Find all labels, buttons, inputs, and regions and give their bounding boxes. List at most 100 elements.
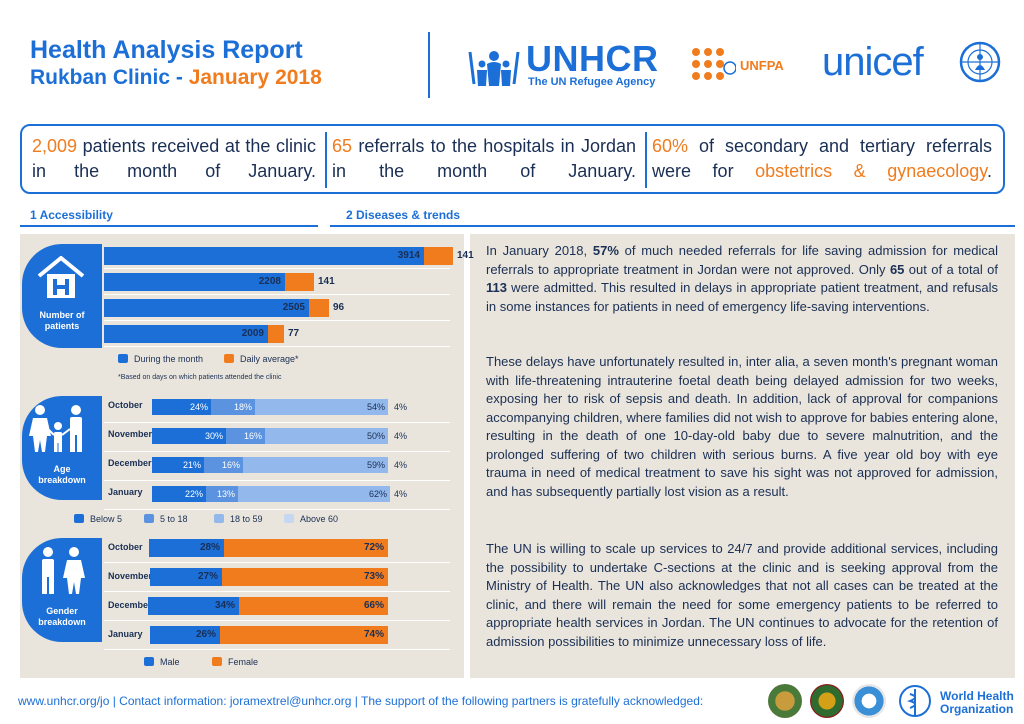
summary-obstetrics: 60% of secondary and tertiary referrals … [652, 134, 992, 184]
p1-part-e: out of a total of [904, 261, 998, 277]
who-line-1: World Health [940, 689, 1014, 703]
age-above-60-value: 4% [394, 431, 408, 441]
age-above-60-value: 4% [394, 460, 408, 470]
age-legend-item: 5 to 18 [144, 514, 188, 524]
age-row-divider [104, 480, 450, 481]
p1-part-c: of much needed referrals for life saving… [486, 243, 998, 277]
gender-tab-label: Gender breakdown [38, 606, 86, 627]
age-month-label: November [108, 429, 153, 439]
age-segment-below-5: 30% [152, 428, 226, 444]
p1-admitted: 65 [889, 261, 905, 277]
who-emblem-icon [899, 685, 931, 717]
age-row-divider [104, 451, 450, 452]
patients-during-bar [104, 325, 268, 343]
age-legend-swatch [284, 514, 294, 523]
unhcr-tagline: The UN Refugee Agency [528, 76, 656, 88]
age-segment-18-to-59: 59% [243, 457, 388, 473]
summary-referrals-value: 65 [332, 136, 353, 156]
summary-obstetrics-highlight: obstetrics & gynaecology [755, 161, 987, 181]
narrative-panel [470, 234, 1015, 678]
summary-divider-1 [325, 132, 327, 188]
patients-during-value: 2208 [258, 276, 281, 287]
age-legend-item: Below 5 [74, 514, 122, 524]
gender-female-segment: 72% [224, 539, 388, 557]
gender-male-segment: 27% [150, 568, 222, 586]
unfpa-dots-icon [692, 48, 736, 80]
gender-male-segment: 26% [150, 626, 220, 644]
hospital-icon [37, 256, 85, 298]
footer-contact: www.unhcr.org/jo | Contact information: … [18, 694, 704, 708]
summary-obstetrics-value: 60% [652, 136, 689, 156]
age-segment-5-to-18: 16% [204, 457, 243, 473]
legend-swatch-female [212, 657, 222, 666]
subtitle-clinic: Rukban Clinic - [30, 66, 189, 89]
jordan-emblem-logo-2 [810, 684, 844, 718]
age-legend-swatch [214, 514, 224, 523]
age-legend-swatch [144, 514, 154, 523]
age-segment-5-to-18: 16% [226, 428, 265, 444]
gender-month-label: November [108, 571, 153, 581]
age-tab-label: Age breakdown [38, 464, 86, 485]
gender-female-segment: 73% [222, 568, 388, 586]
age-legend-swatch [74, 514, 84, 523]
patients-during-value: 2009 [241, 328, 264, 339]
patients-during-value: 3914 [397, 250, 420, 261]
p1-percent: 57% [592, 243, 619, 258]
summary-obstetrics-end: . [986, 161, 992, 181]
age-above-60-value: 4% [394, 402, 408, 412]
report-title: Health Analysis Report [30, 36, 303, 64]
age-segment-below-5: 22% [152, 486, 206, 502]
legend-female-label: Female [228, 657, 259, 667]
patients-row-divider [104, 320, 450, 321]
age-legend-label: 18 to 59 [230, 514, 263, 524]
legend-during-label: During the month [134, 354, 204, 364]
section-accessibility-rule [20, 225, 318, 227]
age-above-60-value: 4% [394, 489, 408, 499]
family-icon [29, 405, 82, 452]
p1-part-a: In January 2018, [486, 243, 593, 258]
unhcr-brand: UNHCR [526, 38, 659, 79]
age-tab: Age breakdown [22, 396, 102, 500]
legend-swatch-orange [224, 354, 234, 363]
patients-footnote: *Based on days on which patients attende… [118, 374, 282, 381]
unhcr-logo: UNHCR The UN Refugee Agency [466, 38, 672, 96]
patients-row-divider [104, 268, 450, 269]
gender-month-label: December [108, 600, 152, 610]
age-legend-label: 5 to 18 [160, 514, 188, 524]
patients-row-divider [104, 294, 450, 295]
unhcr-family-icon [468, 51, 520, 86]
summary-divider-2 [645, 132, 647, 188]
p1-total: 113 [486, 280, 507, 295]
patients-daily-bar [268, 325, 284, 343]
age-row-divider [104, 509, 450, 510]
section-diseases-rule [330, 225, 1015, 227]
patients-legend-during: During the month [118, 354, 203, 364]
patients-during-bar [104, 299, 309, 317]
report-subtitle: Rukban Clinic - January 2018 [30, 66, 322, 90]
gender-female-segment: 74% [220, 626, 388, 644]
age-legend-label: Below 5 [90, 514, 123, 524]
age-segment-below-5: 24% [152, 399, 211, 415]
section-accessibility-heading: 1 Accessibility [30, 208, 113, 222]
summary-referrals: 65 referrals to the hospitals in Jordan … [332, 134, 636, 184]
gender-row-divider [104, 649, 450, 650]
who-logo-text: World Health Organization [940, 690, 1014, 716]
summary-box: 2,009 patients received at the clinic in… [20, 124, 1005, 194]
age-row-divider [104, 422, 450, 423]
patients-daily-value: 96 [333, 302, 345, 313]
age-segment-18-to-59: 62% [238, 486, 390, 502]
jordan-emblem-logo-1 [768, 684, 802, 718]
age-legend-item: 18 to 59 [214, 514, 263, 524]
age-month-label: December [108, 458, 152, 468]
age-segment-5-to-18: 18% [211, 399, 255, 415]
legend-swatch-male [144, 657, 154, 666]
patients-row-divider [104, 346, 450, 347]
narrative-paragraph-3: The UN is willing to scale up services t… [486, 541, 998, 649]
unicef-logo: unicef [822, 38, 1012, 88]
gender-row-divider [104, 620, 450, 621]
gender-male-segment: 28% [149, 539, 224, 557]
gender-month-label: January [108, 629, 143, 639]
gender-month-label: October [108, 542, 143, 552]
patients-daily-bar [309, 299, 329, 317]
age-segment-18-to-59: 54% [255, 399, 388, 415]
